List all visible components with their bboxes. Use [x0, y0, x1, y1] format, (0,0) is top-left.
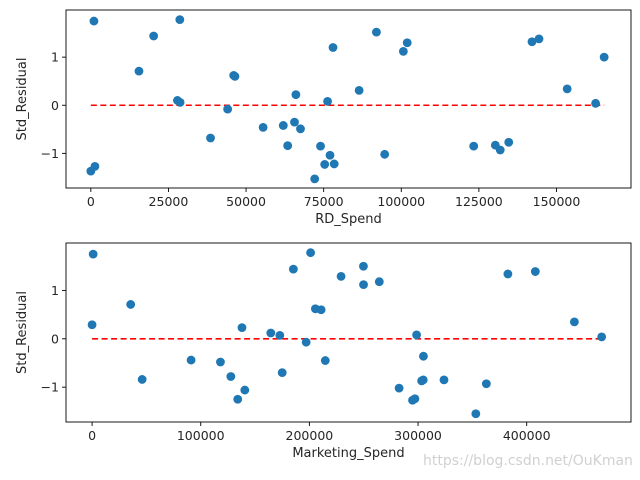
data-point — [175, 15, 185, 25]
data-point — [380, 149, 390, 159]
data-point — [296, 124, 305, 134]
data-point — [495, 145, 505, 155]
x-tick-label: 300000 — [394, 428, 442, 443]
x-axis-label: RD_Spend — [315, 212, 382, 227]
data-point — [394, 383, 404, 393]
data-point — [90, 161, 100, 171]
data-point — [359, 261, 368, 271]
data-point — [591, 98, 601, 108]
data-point — [504, 137, 514, 147]
data-point — [316, 305, 326, 315]
data-point — [283, 141, 293, 151]
data-point — [89, 16, 99, 26]
x-tick-label: 50000 — [226, 194, 266, 209]
y-tick-label: 0 — [51, 98, 59, 113]
x-tick-label: 200000 — [286, 428, 334, 443]
data-point — [237, 323, 247, 333]
data-point — [277, 368, 287, 378]
y-axis-label: Std_Residual — [15, 57, 30, 140]
data-point — [562, 84, 572, 94]
data-point — [175, 97, 185, 107]
x-tick-label: 400000 — [503, 428, 551, 443]
y-tick-label: −1 — [41, 146, 59, 161]
data-point — [291, 90, 301, 100]
x-tick-label: 0 — [88, 428, 96, 443]
data-point — [530, 267, 540, 276]
data-point — [306, 248, 316, 258]
data-point — [481, 379, 491, 389]
data-point — [325, 150, 335, 160]
data-point — [569, 317, 579, 327]
x-tick-label: 100000 — [177, 428, 225, 443]
data-point — [328, 43, 338, 52]
data-point — [126, 300, 136, 309]
data-point — [410, 394, 420, 404]
data-point — [398, 46, 408, 56]
data-point — [134, 66, 144, 76]
data-point — [418, 375, 428, 385]
data-point — [240, 385, 250, 395]
x-tick-label: 0 — [87, 194, 95, 209]
watermark: https://blog.csdn.net/OuKman — [423, 453, 633, 469]
data-point — [402, 38, 412, 48]
data-point — [310, 174, 320, 184]
data-point — [223, 104, 233, 114]
x-tick-label: 100000 — [377, 194, 425, 209]
data-point — [374, 277, 384, 287]
y-tick-label: 1 — [51, 50, 59, 65]
data-point — [336, 271, 346, 281]
y-axis-label: Std_Residual — [15, 291, 30, 374]
data-point — [137, 375, 147, 384]
data-point — [439, 375, 449, 385]
data-point — [320, 356, 330, 365]
data-point — [230, 71, 240, 81]
data-point — [323, 97, 332, 106]
data-point — [149, 31, 159, 41]
residual-plot-marketing-spend: 0 100000 200000 300000 400000 −1 0 1 Marketing_S… — [15, 242, 632, 461]
data-point — [320, 160, 330, 169]
y-tick-label: 1 — [51, 283, 59, 298]
residual-plot-rd-spend: 0 25000 50000 75000 100000 125000 150000 −1 0 1 RD… — [15, 9, 632, 227]
data-point — [290, 117, 299, 127]
x-tick-label: 75000 — [304, 194, 344, 209]
data-point — [301, 337, 311, 347]
data-point — [503, 269, 513, 279]
data-point — [88, 249, 98, 259]
data-point — [288, 264, 298, 274]
data-point — [372, 27, 381, 37]
x-tick-label: 25000 — [149, 194, 189, 209]
axes-frame — [65, 242, 632, 423]
data-point — [278, 121, 288, 130]
x-axis-label: Marketing_Spend — [292, 446, 404, 461]
axes-frame — [65, 9, 632, 189]
data-point — [216, 357, 225, 367]
x-tick-label: 150000 — [533, 194, 581, 209]
y-tick-label: 0 — [51, 331, 59, 346]
data-point — [226, 372, 236, 381]
data-point — [266, 328, 276, 338]
y-tick-label: −1 — [41, 380, 59, 395]
data-point — [316, 141, 325, 151]
data-point — [206, 133, 215, 143]
data-point — [471, 409, 481, 419]
data-point — [329, 159, 339, 169]
data-point — [233, 394, 243, 404]
data-point — [258, 122, 268, 132]
data-point — [527, 37, 537, 47]
data-point — [469, 141, 479, 151]
data-point — [275, 331, 285, 340]
data-point — [359, 280, 368, 290]
data-point — [412, 330, 421, 340]
data-point — [597, 332, 607, 342]
data-point — [419, 351, 428, 361]
data-point — [87, 320, 97, 330]
data-point — [354, 85, 364, 95]
data-point — [534, 34, 544, 44]
data-point — [186, 355, 196, 365]
data-point — [599, 52, 609, 62]
x-tick-label: 125000 — [455, 194, 503, 209]
